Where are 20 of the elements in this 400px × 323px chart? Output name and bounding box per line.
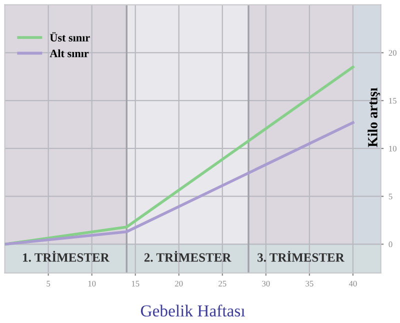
legend-label: Alt sınır — [50, 49, 89, 58]
x-tick-label: 5 — [46, 280, 50, 286]
x-tick-label: 35 — [306, 280, 314, 286]
x-tick-label: 40 — [348, 280, 357, 286]
x-axis-title: Gebelik Haftası — [140, 304, 246, 317]
y-tick-label: 5 — [388, 194, 392, 200]
x-tick-label: 10 — [88, 280, 96, 286]
y-tick-label: 20 — [388, 50, 396, 56]
band-label: 1. TRİMESTER — [23, 250, 110, 262]
band-label: 2. TRİMESTER — [144, 250, 232, 262]
y-axis-title: Kilo artışı — [368, 88, 380, 148]
x-tick-label: 30 — [262, 280, 270, 286]
y-tick-label: 15 — [389, 98, 396, 104]
band-label: 3. TRİMESTER — [258, 250, 344, 262]
x-tick-label: 20 — [175, 280, 183, 286]
legend-label: Üst sınır — [50, 32, 90, 42]
x-tick-label: 15 — [132, 280, 140, 286]
x-tick-label: 25 — [218, 280, 226, 286]
y-tick-label: 0 — [388, 242, 392, 248]
y-tick-label: 10 — [389, 146, 396, 152]
